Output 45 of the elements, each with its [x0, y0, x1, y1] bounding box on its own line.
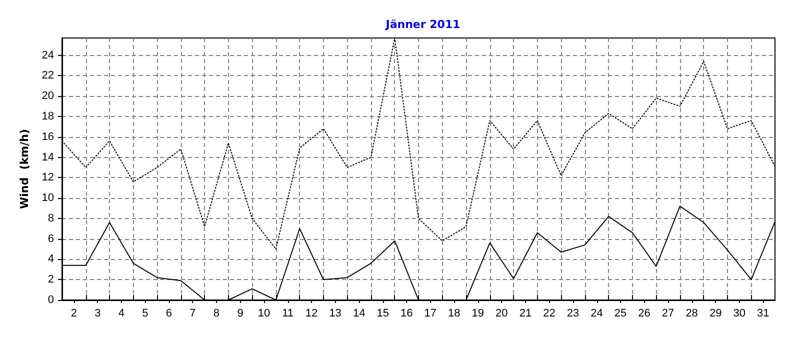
x-tick-label: 5	[142, 308, 148, 320]
y-tick-label: 20	[42, 90, 54, 102]
x-tick-label: 30	[733, 308, 746, 320]
y-tick-label: 0	[48, 294, 54, 306]
x-tick-label: 25	[614, 308, 627, 320]
x-tick-label: 24	[590, 308, 603, 320]
x-tick-label: 4	[118, 308, 124, 320]
y-axis-title: Wind (km/h)	[18, 129, 31, 209]
x-tick-label: 13	[329, 308, 342, 320]
x-tick-label: 22	[543, 308, 556, 320]
x-tick-label: 23	[566, 308, 580, 320]
y-tick-label: 4	[48, 253, 54, 266]
chart-title: Jänner 2011	[384, 18, 460, 31]
x-tick-label: 3	[94, 308, 101, 320]
x-tick-label: 31	[756, 308, 770, 320]
x-tick-label: 2	[70, 308, 77, 320]
y-tick-label: 16	[42, 130, 54, 143]
x-tick-label: 11	[282, 308, 294, 320]
y-tick-label: 18	[42, 110, 54, 122]
x-tick-label: 12	[305, 308, 318, 320]
x-tick-label: 19	[472, 308, 484, 320]
x-tick-label: 29	[709, 308, 722, 320]
x-tick-label: 18	[448, 308, 460, 320]
y-tick-label: 22	[42, 70, 54, 82]
x-tick-label: 7	[190, 308, 196, 320]
x-tick-label: 14	[352, 308, 366, 320]
x-tick-label: 6	[166, 308, 172, 320]
y-tick-label: 8	[48, 212, 54, 224]
x-tick-label: 28	[686, 308, 698, 320]
y-tick-label: 12	[42, 172, 54, 184]
x-tick-label: 16	[400, 308, 413, 320]
x-tick-label: 8	[213, 308, 220, 320]
x-tick-label: 27	[662, 308, 674, 320]
y-tick-label: 14	[42, 151, 54, 164]
x-tick-label: 10	[258, 308, 270, 320]
x-tick-label: 17	[424, 308, 437, 320]
y-tick-label: 24	[42, 49, 54, 62]
x-tick-label: 26	[638, 308, 650, 320]
y-tick-label: 6	[48, 232, 54, 245]
x-tick-label: 9	[237, 308, 244, 320]
y-tick-label: 10	[42, 192, 54, 204]
x-tick-label: 20	[496, 308, 508, 320]
x-tick-label: 21	[519, 308, 532, 320]
x-tick-label: 15	[376, 308, 389, 320]
y-tick-label: 2	[48, 274, 54, 286]
